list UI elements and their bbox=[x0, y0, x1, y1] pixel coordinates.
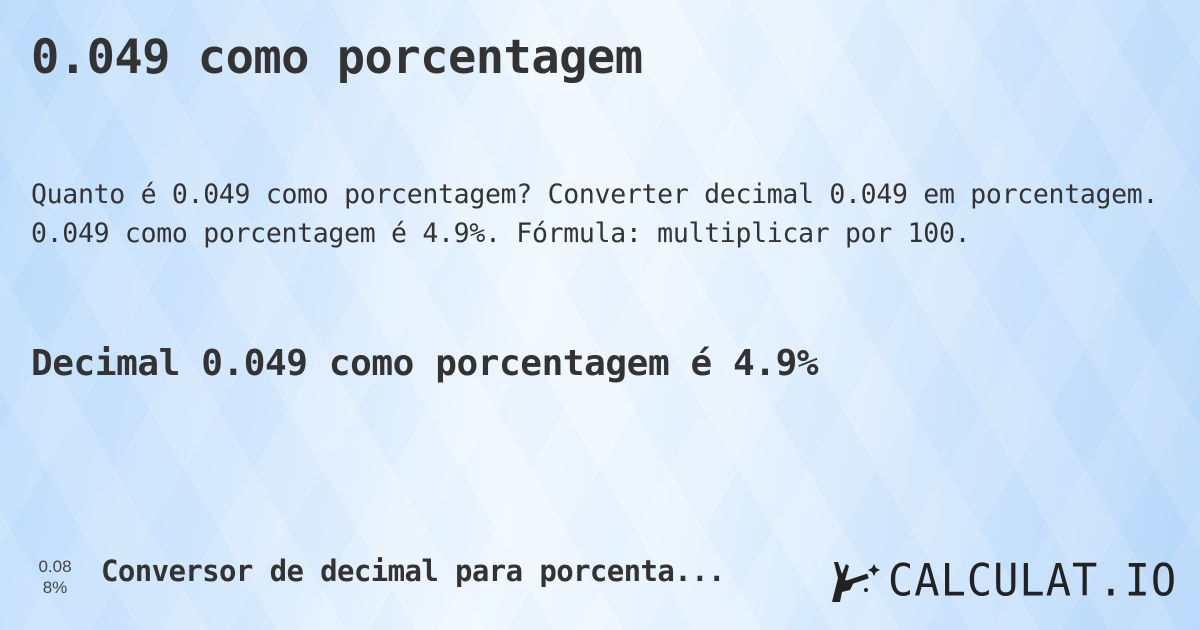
description: Quanto é 0.049 como porcentagem? Convert… bbox=[31, 179, 1159, 249]
logo[interactable]: CALCULAT.IO bbox=[828, 554, 1178, 607]
related-thumbnail[interactable]: 0.08 8% bbox=[30, 556, 80, 598]
thumbnail-bottom: 8% bbox=[42, 578, 68, 597]
result-heading: Decimal 0.049 como porcentagem é 4.9% bbox=[31, 343, 819, 384]
page-title: 0.049 como porcentagem bbox=[31, 30, 643, 85]
hand-magic-wand-icon bbox=[832, 561, 880, 602]
related-link[interactable]: Conversor de decimal para porcenta... bbox=[101, 554, 725, 588]
logo-text: CALCULAT.IO bbox=[888, 554, 1178, 607]
thumbnail-top: 0.08 bbox=[38, 557, 72, 576]
